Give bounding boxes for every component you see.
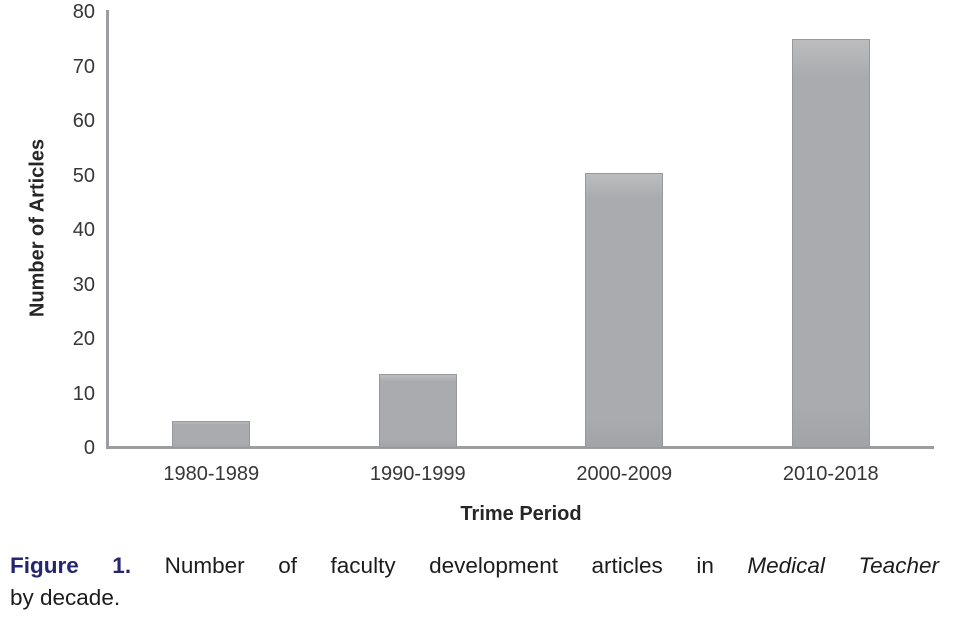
caption-line-1: Figure 1. Number of faculty development … bbox=[10, 550, 939, 582]
bar-1980-1989 bbox=[172, 421, 251, 448]
x-axis-title: Trime Period bbox=[460, 503, 582, 525]
x-tick-label: 1980-1989 bbox=[163, 463, 260, 485]
figure-number-label: Figure 1. bbox=[10, 553, 132, 578]
bar-2010-2018 bbox=[791, 39, 870, 448]
y-axis-tick-labels: 0 10 20 30 40 50 60 70 80 bbox=[0, 1, 95, 459]
bar-chart: Number of Articles 0 10 20 30 40 50 60 70 80 198… bbox=[0, 1, 934, 525]
journal-name: Medical Teacher bbox=[747, 553, 939, 578]
x-tick-label: 2010-2018 bbox=[782, 463, 879, 485]
y-tick-label: 20 bbox=[72, 328, 95, 350]
caption-line-2: by decade. bbox=[10, 585, 121, 610]
y-tick-label: 30 bbox=[72, 273, 95, 296]
y-tick-label: 80 bbox=[72, 1, 95, 23]
x-tick-label: 1990-1999 bbox=[369, 463, 466, 485]
y-tick-label: 50 bbox=[72, 164, 95, 187]
bar-1990-1999 bbox=[378, 374, 457, 448]
y-tick-label: 60 bbox=[72, 110, 95, 132]
bar-2000-2009 bbox=[585, 173, 664, 448]
y-tick-label: 10 bbox=[72, 382, 95, 405]
y-tick-label: 0 bbox=[83, 437, 95, 459]
y-tick-label: 70 bbox=[72, 55, 95, 78]
x-axis-line bbox=[106, 446, 934, 449]
y-axis-line bbox=[106, 10, 109, 449]
y-tick-label: 40 bbox=[72, 219, 95, 241]
x-tick-label: 2000-2009 bbox=[576, 463, 673, 485]
caption-text: Number of faculty development articles i… bbox=[164, 553, 714, 578]
plot-area bbox=[108, 12, 934, 448]
figure-caption: Figure 1. Number of faculty development … bbox=[10, 550, 939, 614]
